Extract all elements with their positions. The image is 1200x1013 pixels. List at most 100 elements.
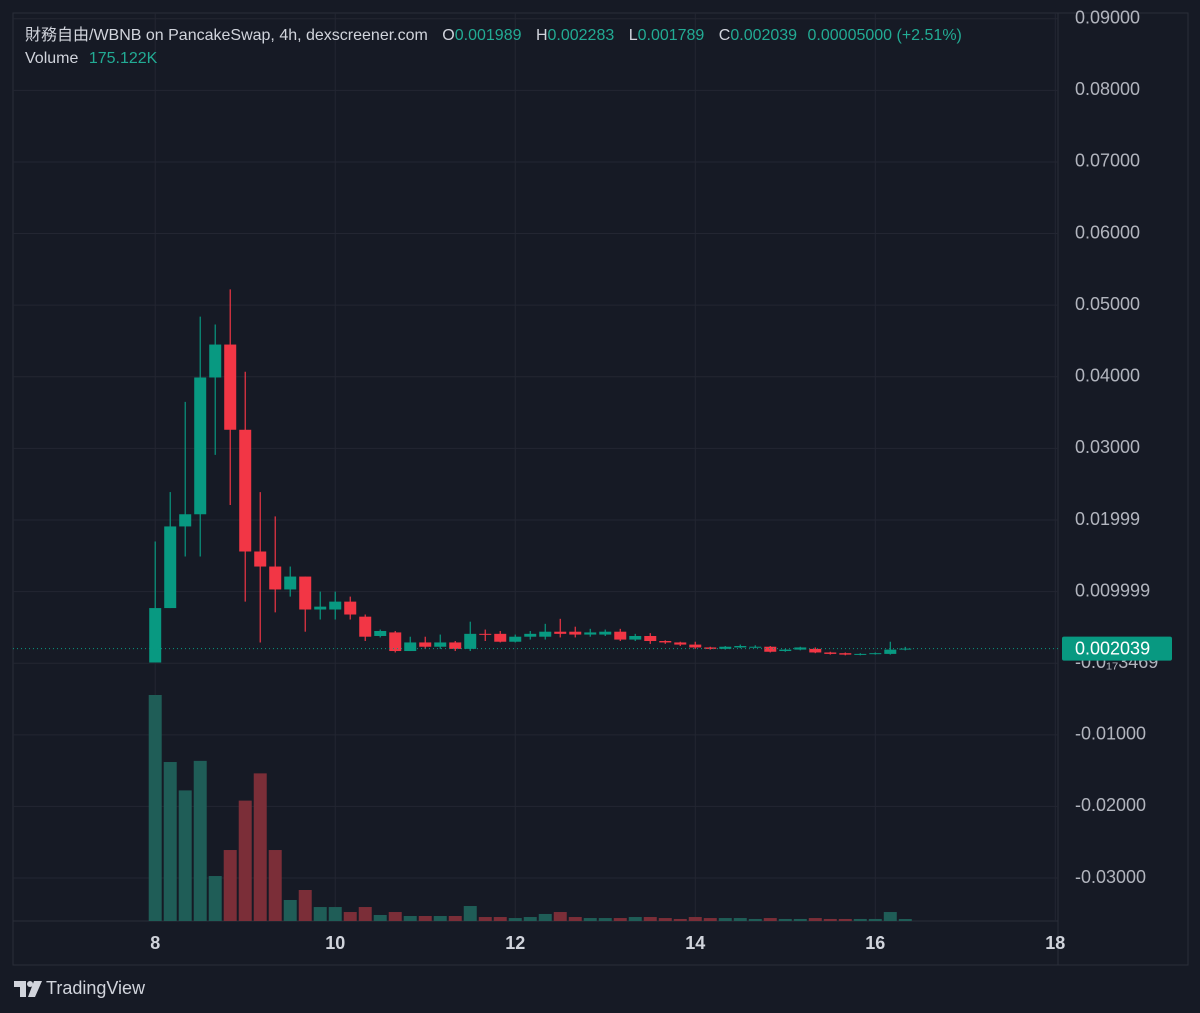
candle-body <box>209 344 222 378</box>
candle-body <box>614 631 627 640</box>
candle-body <box>689 644 702 648</box>
volume-bar <box>793 918 807 921</box>
volume-key: Volume <box>25 50 79 67</box>
y-tick-label: 0.05000 <box>1075 294 1140 314</box>
volume-bar <box>238 800 252 921</box>
volume-bar <box>448 916 462 921</box>
volume-bar <box>463 906 477 921</box>
candle-body <box>839 653 852 655</box>
candle-body <box>329 601 342 610</box>
volume-bar <box>643 917 657 921</box>
x-tick-label: 12 <box>505 933 525 953</box>
candle-body <box>854 653 867 655</box>
candle-body <box>239 429 252 552</box>
y-tick-label: 0.04000 <box>1075 366 1140 386</box>
y-tick-label: 0.03000 <box>1075 437 1140 457</box>
volume-bar <box>388 912 402 921</box>
volume-bar <box>403 916 417 921</box>
candle-body <box>179 514 192 527</box>
candle-body <box>374 630 387 636</box>
candle-body <box>434 642 447 647</box>
volume-bar <box>328 907 342 921</box>
y-tick-label: 0.08000 <box>1075 79 1140 99</box>
candle-body <box>884 649 897 654</box>
volume-bar <box>658 918 672 921</box>
legend: 財務自由/WBNB on PancakeSwap, 4h, dexscreene… <box>25 24 962 70</box>
candle-body <box>404 642 417 652</box>
x-tick-label: 14 <box>685 933 705 953</box>
volume-bar <box>808 918 822 921</box>
volume-bar <box>268 850 282 921</box>
legend-row: 財務自由/WBNB on PancakeSwap, 4h, dexscreene… <box>25 24 962 47</box>
volume-bar <box>763 918 777 921</box>
candle-body <box>794 647 807 650</box>
candle-body <box>479 633 492 635</box>
last-price-label: 0.002039 <box>1075 638 1150 658</box>
volume-bar <box>193 760 207 921</box>
volume-bar <box>583 918 597 921</box>
volume-bar <box>223 850 237 921</box>
chart-frame <box>12 12 1189 966</box>
y-tick-label: 0.06000 <box>1075 222 1140 242</box>
volume-bar <box>478 917 492 921</box>
volume-bar <box>178 790 192 921</box>
x-tick-label: 8 <box>150 933 160 953</box>
volume-bar <box>733 918 747 921</box>
open-key: O <box>442 27 455 44</box>
legend-row: Volume 175.122K <box>25 47 962 70</box>
x-tick-label: 16 <box>865 933 885 953</box>
candle-body <box>224 344 237 430</box>
candle-body <box>149 608 162 663</box>
volume-bar <box>853 918 867 921</box>
volume-bar <box>628 917 642 921</box>
y-tick-label: -0.01000 <box>1075 724 1146 744</box>
volume-bar <box>298 889 312 921</box>
symbol-title: 財務自由/WBNB on PancakeSwap, 4h, dexscreene… <box>25 27 428 44</box>
candle-body <box>494 633 507 642</box>
candle-body <box>194 377 207 515</box>
candle-body <box>569 631 582 635</box>
volume-bar <box>253 773 267 921</box>
candle-body <box>599 631 612 635</box>
candle-body <box>419 642 432 647</box>
candle-body <box>779 649 792 652</box>
candle-body <box>719 646 732 649</box>
candle-body <box>629 635 642 640</box>
y-tick-label: -0.03000 <box>1075 867 1146 887</box>
candle-body <box>659 641 672 643</box>
candle-body <box>749 646 762 648</box>
x-tick-label: 10 <box>325 933 345 953</box>
volume-bar <box>313 907 327 921</box>
candle-body <box>554 631 567 634</box>
low-key: L <box>628 27 638 44</box>
change-value: 0.00005000 (+2.51%) <box>807 27 962 44</box>
volume-bar <box>163 762 177 921</box>
candle-body <box>674 642 687 645</box>
candle-body <box>524 633 537 637</box>
candle-body <box>464 633 477 649</box>
volume-bar <box>778 918 792 921</box>
candle-body <box>299 576 312 610</box>
volume-bar <box>373 914 387 921</box>
volume-bar <box>838 918 852 921</box>
volume-bar <box>868 918 882 921</box>
volume-bar <box>523 917 537 921</box>
volume-bar <box>883 912 897 921</box>
volume-bar <box>613 918 627 921</box>
low-value: 0.001789 <box>637 27 705 44</box>
x-tick-label: 18 <box>1045 933 1065 953</box>
volume-bar <box>538 913 552 921</box>
candle-body <box>539 631 552 637</box>
brand-logo <box>14 980 42 997</box>
candle-body <box>869 653 882 655</box>
volume-bar <box>208 876 222 921</box>
y-tick-label: -0.02000 <box>1075 795 1146 815</box>
volume-bar <box>148 695 162 921</box>
volume-bar <box>433 916 447 921</box>
candle-body <box>824 652 837 654</box>
brand[interactable]: TradingView <box>14 978 145 999</box>
volume-value: 175.122K <box>88 50 158 67</box>
close-key: C <box>718 27 731 44</box>
high-key: H <box>535 27 548 44</box>
